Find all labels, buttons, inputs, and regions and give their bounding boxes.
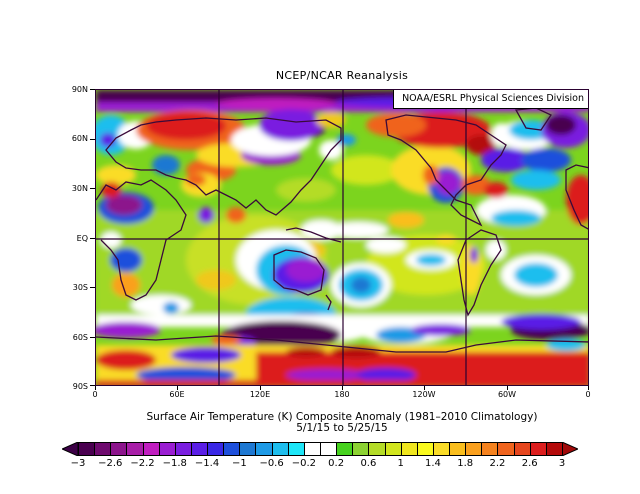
colorbar-tick-label: 2.6 xyxy=(521,458,538,469)
colorbar-cell xyxy=(320,442,338,456)
tick-mark xyxy=(90,287,95,288)
colorbar-cell xyxy=(352,442,370,456)
colorbar-cell xyxy=(400,442,418,456)
colorbar-tick-label: −0.2 xyxy=(291,458,316,469)
lat-tick-60s: 60S xyxy=(72,333,88,342)
caption: Surface Air Temperature (K) Composite An… xyxy=(0,412,640,434)
colorbar-tick-label: 0.2 xyxy=(328,458,345,469)
colorbar-cell xyxy=(190,442,209,456)
colorbar-tick-label: 1.4 xyxy=(424,458,441,469)
colorbar-cell xyxy=(513,442,531,456)
colorbar-cell xyxy=(110,442,128,456)
colorbar-tick-label: 0.6 xyxy=(360,458,377,469)
colorbar-cell xyxy=(207,442,225,456)
colorbar-cell xyxy=(336,442,354,456)
colorbar-tick-label: −3 xyxy=(70,458,86,469)
coastlines xyxy=(96,107,588,353)
lon-tick-180: 180 xyxy=(334,390,350,399)
credit-label: NOAA/ESRL Physical Sciences Division xyxy=(393,90,588,109)
colorbar-tick-label: −2.6 xyxy=(98,458,123,469)
lon-tick-0-east: 0 xyxy=(585,390,591,399)
tick-mark xyxy=(90,89,95,90)
colorbar xyxy=(62,442,578,456)
caption-variable: Surface Air Temperature (K) Composite An… xyxy=(146,411,538,423)
colorbar-max-arrow xyxy=(561,442,578,456)
lat-tick-30s: 30S xyxy=(72,283,88,292)
colorbar-cell xyxy=(223,442,241,456)
lat-tick-30n: 30N xyxy=(71,184,88,193)
lon-tick-60w: 60W xyxy=(497,390,517,399)
lon-tick-60e: 60E xyxy=(169,390,185,399)
tick-mark xyxy=(588,386,589,390)
tick-mark xyxy=(90,385,95,386)
tick-mark xyxy=(507,386,508,390)
colorbar-tick-label: 1.8 xyxy=(457,458,474,469)
lon-tick-120w: 120W xyxy=(412,390,436,399)
colorbar-cell xyxy=(126,442,144,456)
colorbar-cell xyxy=(529,442,547,456)
colorbar-tick-label: −0.6 xyxy=(259,458,284,469)
colorbar-tick-label: −2.2 xyxy=(130,458,155,469)
colorbar-tick-label: 1 xyxy=(397,458,404,469)
colorbar-cell xyxy=(303,442,321,456)
tick-mark xyxy=(260,386,261,390)
colorbar-cell xyxy=(545,442,563,456)
anomaly-map: NOAA/ESRL Physical Sciences Division xyxy=(95,89,589,386)
lon-tick-120e: 120E xyxy=(249,390,271,399)
colorbar-cell xyxy=(481,442,499,456)
anomaly-field xyxy=(96,90,588,385)
map-title: NCEP/NCAR Reanalysis xyxy=(275,69,409,82)
colorbar-cell xyxy=(497,442,515,456)
colorbar-cell xyxy=(287,442,305,456)
tick-mark xyxy=(90,188,95,189)
colorbar-cell xyxy=(78,442,96,456)
colorbar-cell xyxy=(449,442,467,456)
colorbar-tick-label: 2.2 xyxy=(489,458,506,469)
colorbar-cell xyxy=(239,442,257,456)
colorbar-cell xyxy=(465,442,483,456)
colorbar-cell xyxy=(368,442,386,456)
tick-mark xyxy=(177,386,178,390)
lat-tick-60n: 60N xyxy=(71,134,88,143)
lat-tick-eq: EQ xyxy=(76,234,88,243)
colorbar-cell xyxy=(384,442,402,456)
colorbar-cell xyxy=(158,442,176,456)
colorbar-cell xyxy=(271,442,289,456)
colorbar-tick-label: −1.8 xyxy=(162,458,187,469)
colorbar-cell xyxy=(174,442,192,456)
colorbar-cell xyxy=(432,442,451,456)
colorbar-tick-label: 3 xyxy=(558,458,566,469)
tick-mark xyxy=(90,238,95,239)
colorbar-tick-label: −1 xyxy=(231,458,247,469)
colorbar-cell xyxy=(142,442,160,456)
tick-mark xyxy=(90,139,95,140)
tick-mark xyxy=(95,386,96,390)
colorbar-cell xyxy=(94,442,112,456)
caption-date-range: 5/1/15 to 5/25/15 xyxy=(296,422,388,434)
tick-mark xyxy=(90,337,95,338)
tick-mark xyxy=(424,386,425,390)
lat-tick-90s: 90S xyxy=(72,382,88,391)
colorbar-min-arrow xyxy=(62,442,79,456)
tick-mark xyxy=(342,386,343,390)
colorbar-tick-label: −1.4 xyxy=(194,458,220,469)
colorbar-cell xyxy=(255,442,273,456)
lon-tick-0: 0 xyxy=(92,390,98,399)
lat-tick-90n: 90N xyxy=(71,85,88,94)
colorbar-cell xyxy=(416,442,434,456)
